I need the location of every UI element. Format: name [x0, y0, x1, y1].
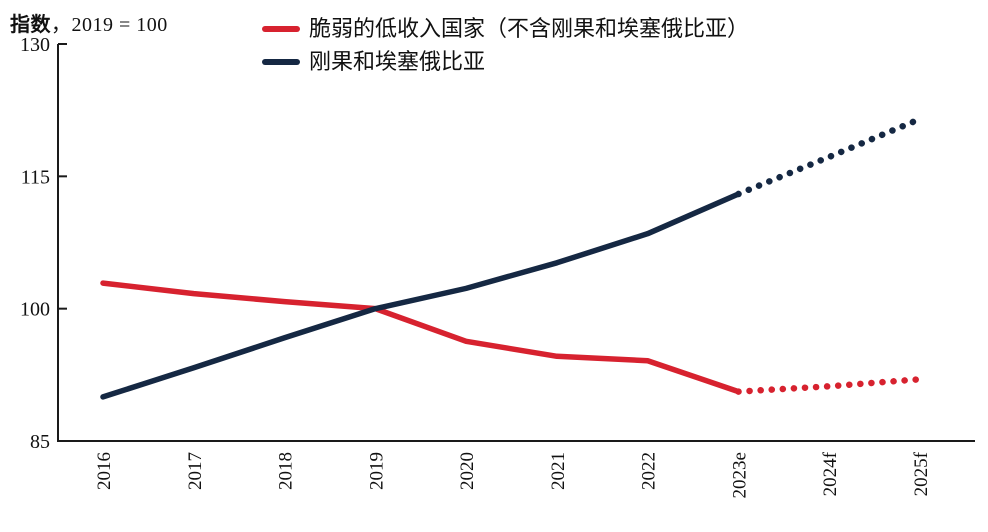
- x-axis-tick-label: 2016: [94, 452, 115, 490]
- series-line-solid-0: [100, 280, 742, 395]
- series-line-dotted-forecast-0: [735, 375, 924, 395]
- series-line-dotted-forecast-1: [735, 115, 924, 198]
- y-axis-tick-label: 130: [20, 34, 50, 56]
- x-axis-tick-label: 2017: [185, 452, 206, 490]
- axis-unit-label-bold: 指数: [10, 14, 51, 36]
- legend: 脆弱的低收入国家（不含刚果和埃塞俄比亚） 刚果和埃塞俄比亚: [262, 12, 749, 78]
- x-axis-tick-label: 2024f: [820, 451, 841, 496]
- legend-label-congo-ethiopia: 刚果和埃塞俄比亚: [309, 48, 486, 74]
- x-axis-tick-label: 2022: [639, 452, 660, 490]
- legend-swatch-navy-icon: [262, 58, 300, 65]
- x-axis-tick-label: 2020: [457, 452, 478, 490]
- axis-unit-label-rest: ，2019 = 100: [51, 14, 168, 36]
- y-axis-tick-label: 85: [30, 431, 50, 453]
- x-axis-tick-label: 2023e: [729, 452, 750, 498]
- y-axis-tick-label: 100: [20, 299, 50, 321]
- series-line-solid-1: [100, 191, 742, 400]
- legend-label-fragile-lics: 脆弱的低收入国家（不含刚果和埃塞俄比亚）: [309, 15, 750, 41]
- x-axis-tick-label: 2018: [276, 452, 297, 490]
- x-axis-tick-label: 2021: [548, 452, 569, 490]
- x-axis-tick-label: 2019: [366, 452, 387, 490]
- legend-swatch-red-icon: [262, 25, 300, 32]
- legend-item-congo-ethiopia: 刚果和埃塞俄比亚: [262, 45, 749, 78]
- axis-unit-label: 指数，2019 = 100: [10, 8, 168, 37]
- axis-lines: [57, 44, 975, 442]
- legend-item-fragile-lics: 脆弱的低收入国家（不含刚果和埃塞俄比亚）: [262, 12, 749, 45]
- x-axis-tick-label: 2025f: [911, 451, 932, 496]
- y-axis-tick-label: 115: [21, 166, 50, 188]
